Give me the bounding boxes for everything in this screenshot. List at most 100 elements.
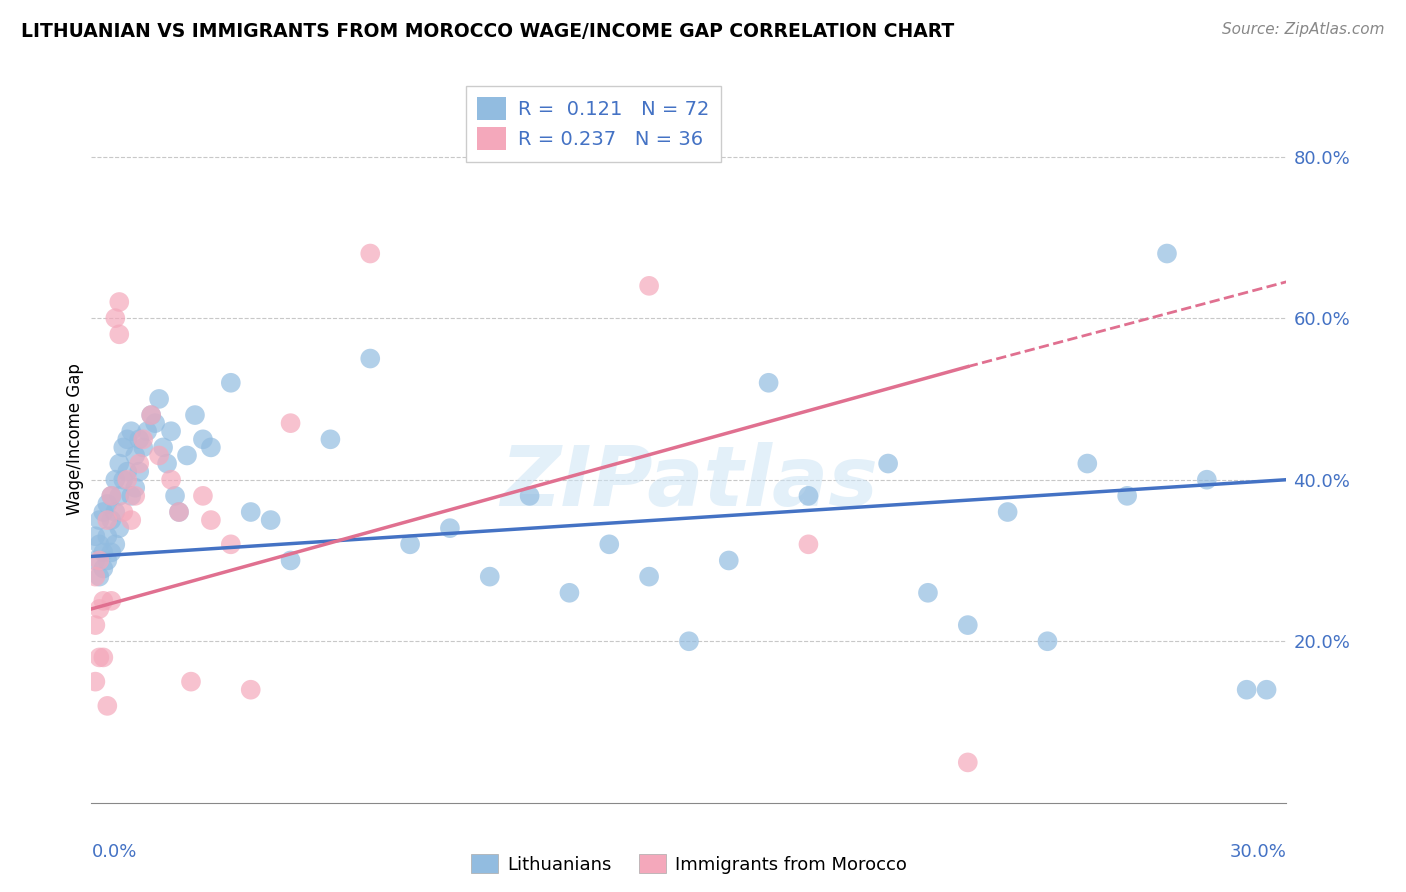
Point	[280, 553, 302, 567]
Text: LITHUANIAN VS IMMIGRANTS FROM MOROCCO WAGE/INCOME GAP CORRELATION CHART: LITHUANIAN VS IMMIGRANTS FROM MOROCCO WA…	[21, 22, 955, 41]
Point	[239, 682, 262, 697]
Point	[112, 505, 135, 519]
Point	[96, 698, 118, 713]
Point	[124, 449, 146, 463]
Point	[93, 505, 115, 519]
Point	[93, 545, 115, 559]
Point	[478, 133, 501, 147]
Point	[89, 537, 111, 551]
Point	[191, 432, 214, 446]
Point	[259, 513, 281, 527]
Point	[84, 529, 107, 543]
Point	[997, 505, 1019, 519]
Point	[167, 505, 190, 519]
Point	[124, 481, 146, 495]
Point	[84, 674, 107, 689]
Point	[128, 432, 150, 446]
Text: ZIPatlas: ZIPatlas	[501, 442, 877, 524]
Point	[180, 674, 202, 689]
Point	[120, 489, 142, 503]
Point	[100, 545, 122, 559]
Point	[89, 553, 111, 567]
Point	[1156, 246, 1178, 260]
Point	[104, 473, 127, 487]
Point	[359, 351, 381, 366]
Point	[108, 295, 131, 310]
Text: 30.0%: 30.0%	[1230, 843, 1286, 861]
Point	[108, 489, 131, 503]
Point	[128, 465, 150, 479]
Point	[956, 756, 979, 770]
Point	[558, 586, 581, 600]
Point	[141, 408, 162, 422]
Text: Source: ZipAtlas.com: Source: ZipAtlas.com	[1222, 22, 1385, 37]
Point	[638, 569, 661, 583]
Point	[176, 449, 198, 463]
Point	[148, 392, 170, 406]
Point	[100, 594, 122, 608]
Point	[148, 449, 170, 463]
Point	[1036, 634, 1059, 648]
Point	[797, 537, 820, 551]
Point	[124, 489, 146, 503]
Point	[132, 432, 155, 446]
Point	[120, 513, 142, 527]
Legend: Lithuanians, Immigrants from Morocco: Lithuanians, Immigrants from Morocco	[464, 847, 914, 881]
Text: 0.0%: 0.0%	[91, 843, 136, 861]
Point	[84, 553, 107, 567]
Point	[96, 553, 118, 567]
Point	[108, 457, 131, 471]
Point	[280, 416, 302, 430]
Point	[638, 278, 661, 293]
Point	[163, 489, 186, 503]
Point	[96, 529, 118, 543]
Point	[1076, 457, 1098, 471]
Point	[478, 569, 501, 583]
Point	[219, 537, 242, 551]
Point	[100, 489, 122, 503]
Point	[1236, 682, 1258, 697]
Point	[96, 497, 118, 511]
Point	[115, 432, 138, 446]
Point	[160, 424, 183, 438]
Point	[519, 489, 541, 503]
Point	[132, 441, 155, 455]
Point	[143, 416, 166, 430]
Point	[156, 457, 179, 471]
Point	[104, 537, 127, 551]
Point	[439, 521, 461, 535]
Point	[100, 489, 122, 503]
Point	[115, 465, 138, 479]
Point	[89, 650, 111, 665]
Point	[93, 561, 115, 575]
Point	[120, 424, 142, 438]
Point	[136, 424, 159, 438]
Point	[89, 513, 111, 527]
Point	[104, 505, 127, 519]
Point	[93, 650, 115, 665]
Point	[917, 586, 939, 600]
Point	[797, 489, 820, 503]
Point	[399, 537, 422, 551]
Point	[89, 569, 111, 583]
Point	[167, 505, 190, 519]
Point	[717, 553, 740, 567]
Point	[89, 602, 111, 616]
Point	[219, 376, 242, 390]
Point	[108, 521, 131, 535]
Point	[359, 246, 381, 260]
Point	[1256, 682, 1278, 697]
Point	[96, 513, 118, 527]
Point	[956, 618, 979, 632]
Point	[93, 594, 115, 608]
Point	[239, 505, 262, 519]
Point	[112, 441, 135, 455]
Point	[877, 457, 900, 471]
Point	[319, 432, 342, 446]
Point	[115, 473, 138, 487]
Point	[128, 457, 150, 471]
Point	[200, 441, 222, 455]
Point	[678, 634, 700, 648]
Point	[100, 513, 122, 527]
Point	[84, 618, 107, 632]
